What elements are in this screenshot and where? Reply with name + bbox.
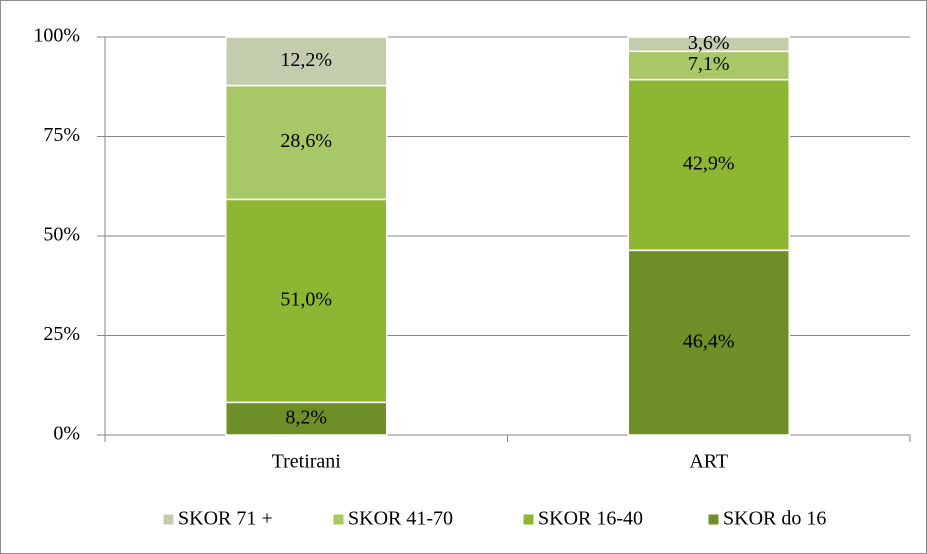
legend-label: SKOR 41-70 (348, 508, 453, 530)
data-label: 3,6% (688, 32, 730, 54)
legend-label: SKOR 16-40 (538, 508, 643, 530)
bar-segment (627, 249, 790, 436)
data-label: 42,9% (683, 153, 735, 175)
legend-label: SKOR 71 + (178, 508, 273, 530)
legend-swatch (162, 513, 175, 526)
data-label: 51,0% (280, 288, 332, 310)
bar-segment (225, 84, 388, 201)
bar-segment (225, 36, 388, 87)
y-tick-label: 75% (43, 124, 80, 146)
legend-swatch (707, 513, 720, 526)
y-tick-label: 50% (43, 224, 80, 246)
data-label: 8,2% (285, 406, 327, 428)
bar-segment (627, 36, 790, 53)
bar-segment (225, 401, 388, 436)
legend-label: SKOR do 16 (723, 508, 826, 530)
legend-swatch (522, 513, 535, 526)
data-label: 7,1% (688, 53, 730, 75)
y-tick-label: 25% (43, 323, 80, 345)
data-label: 46,4% (683, 330, 735, 352)
legend-swatch (332, 513, 345, 526)
bar-segment (627, 50, 790, 81)
y-tick-label: 100% (33, 25, 80, 47)
y-tick-label: 0% (53, 423, 80, 445)
bar-segment (225, 198, 388, 404)
data-label: 12,2% (280, 49, 332, 71)
data-label: 28,6% (280, 130, 332, 152)
x-tick-label: Tretirani (272, 451, 342, 473)
bar-segment (627, 78, 790, 252)
x-tick-label: ART (689, 451, 728, 473)
